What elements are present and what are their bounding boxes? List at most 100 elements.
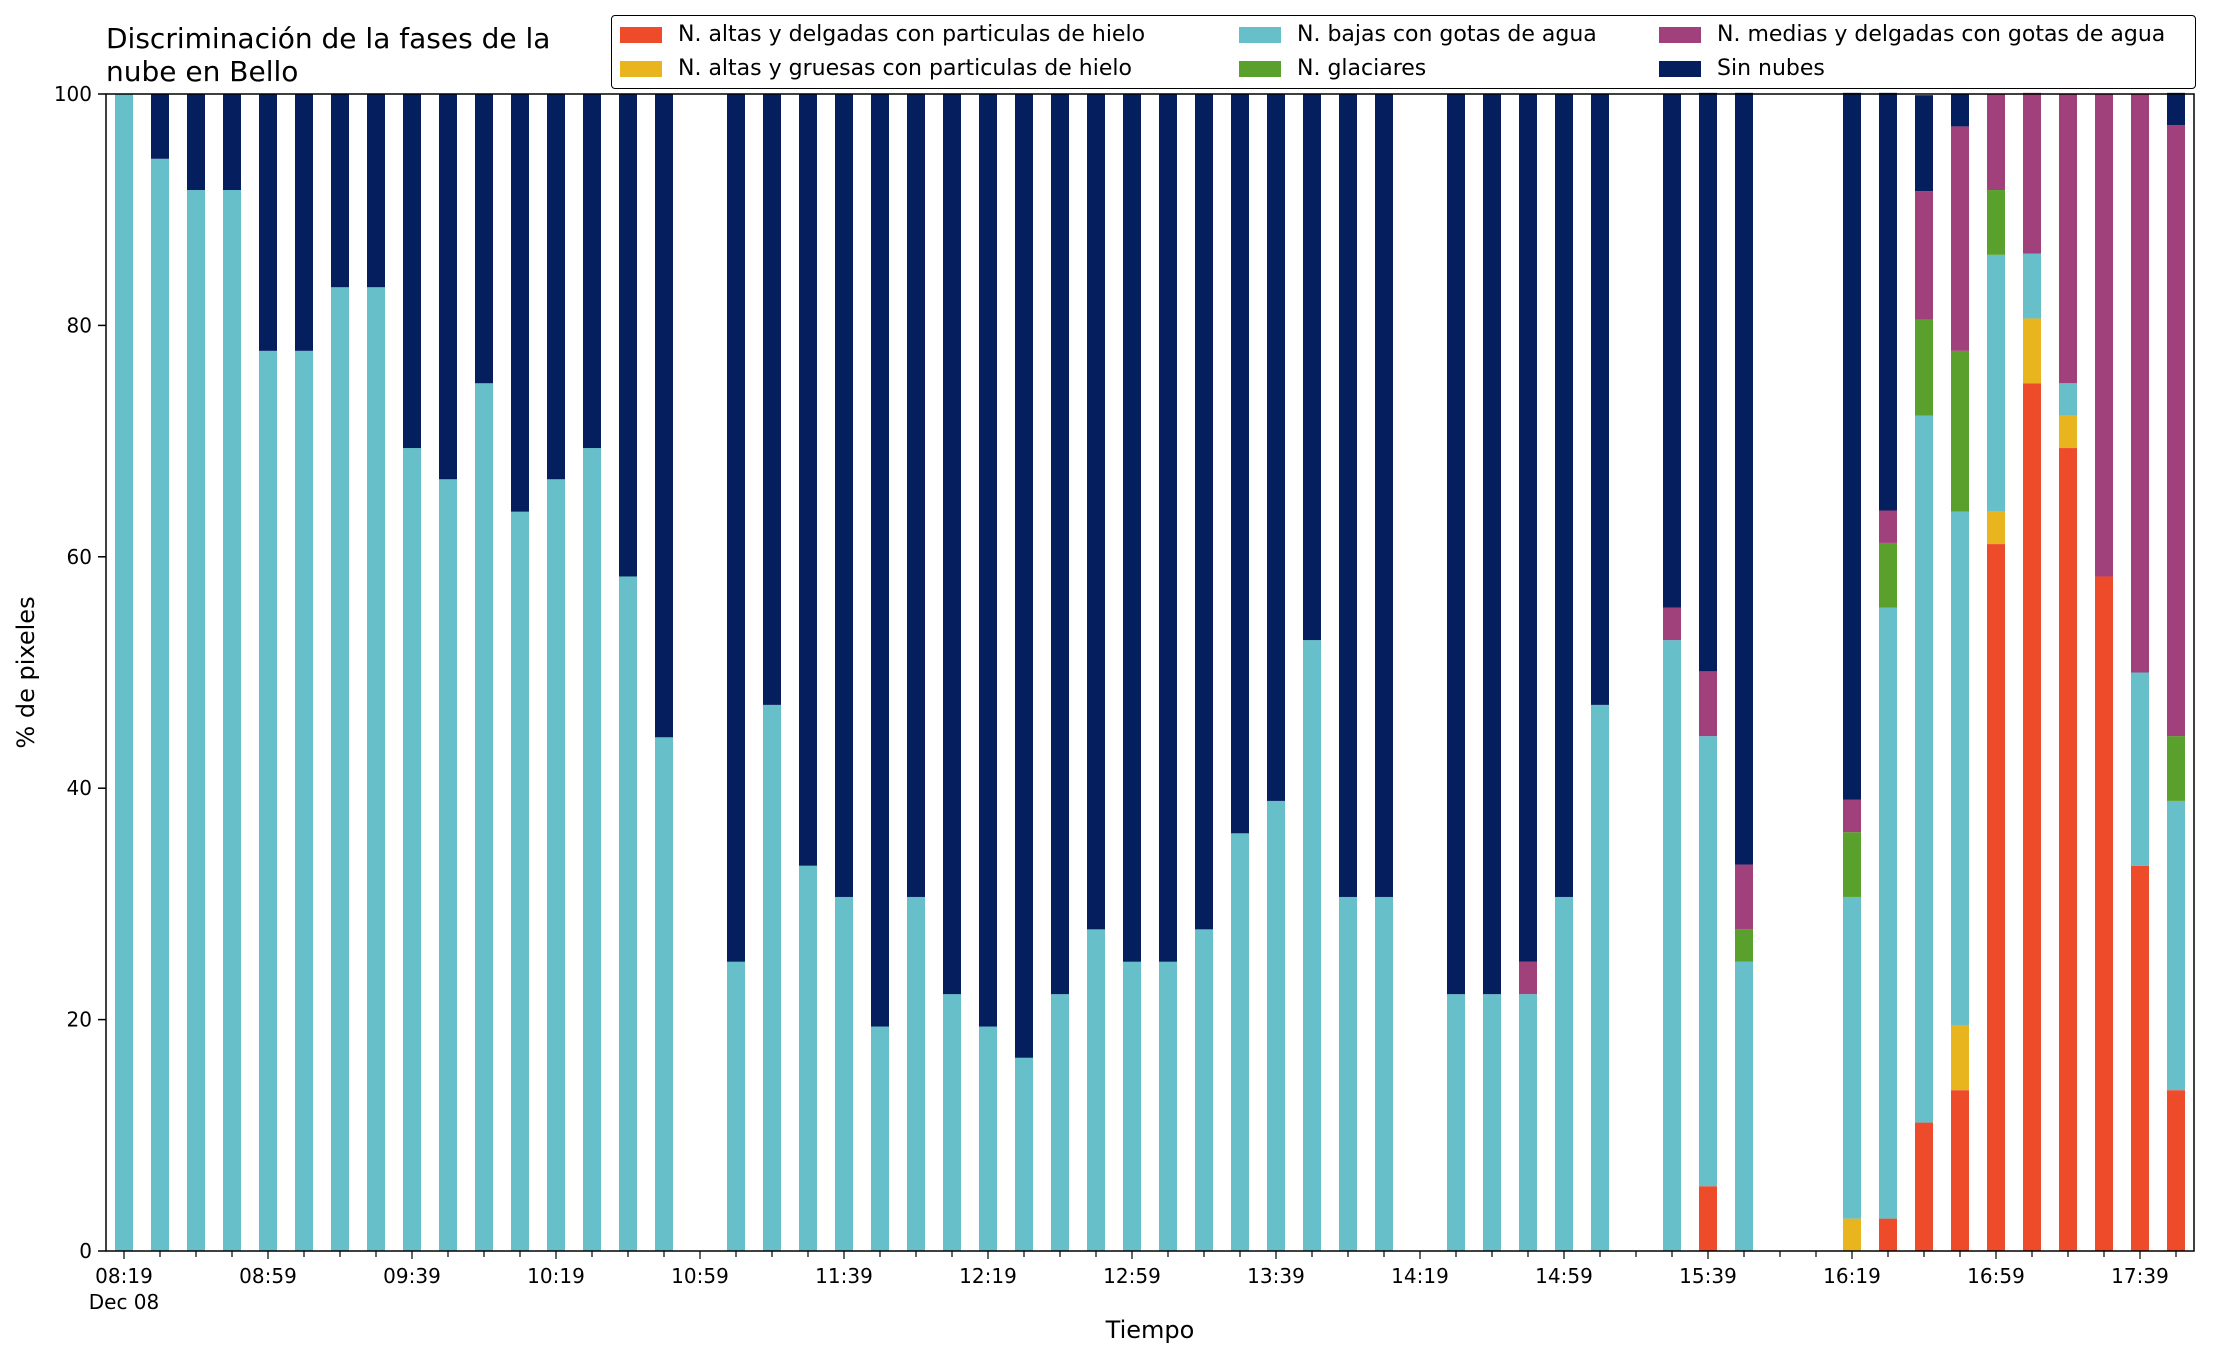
bar-segment-10:49-s2 xyxy=(655,737,673,1251)
bar-segment-15:09-s2 xyxy=(1591,704,1609,1251)
bar-segment-11:29-s2 xyxy=(799,865,817,1251)
x-tick-label-1019: 10:19 xyxy=(527,1264,585,1288)
bar-segment-14:29-s5 xyxy=(1447,94,1465,995)
y-tick-label-60: 60 xyxy=(67,545,92,569)
x-tick-label-1219: 12:19 xyxy=(959,1264,1017,1288)
bar-segment-08:59-s2 xyxy=(259,350,277,1252)
bar-segment-08:19-s2 xyxy=(115,94,133,1251)
axes-layer: 0 20 40 60 80 100 08:19 08:59 09:39 10:19 10:59 11:… xyxy=(12,82,2195,1344)
bar-segment-08:29-s2 xyxy=(151,158,169,1251)
legend-label-5: Sin nubes xyxy=(1717,56,1825,81)
bar-segment-15:49-s2 xyxy=(1735,961,1753,1251)
bar-segment-13:39-s2 xyxy=(1267,800,1285,1251)
y-tick-label-40: 40 xyxy=(67,776,92,800)
bar-segment-16:19-s3 xyxy=(1843,832,1861,897)
x-tick-label-0819: 08:19 xyxy=(95,1264,153,1288)
bar-segment-10:29-s5 xyxy=(583,94,601,449)
bar-segment-11:59-s2 xyxy=(907,896,925,1251)
legend-item-4: N. medias y delgadas con gotas de agua xyxy=(1659,22,2165,47)
bar-segment-17:09-s2 xyxy=(2023,253,2041,319)
bar-segment-09:39-s2 xyxy=(403,448,421,1251)
bar-segment-14:49-s2 xyxy=(1519,994,1537,1251)
bar-segment-11:09-s2 xyxy=(727,961,745,1251)
bar-segment-15:49-s4 xyxy=(1735,864,1753,930)
bar-segment-10:19-s5 xyxy=(547,94,565,480)
legend-label-1: N. altas y gruesas con particulas de hie… xyxy=(678,56,1132,81)
bar-segment-14:09-s2 xyxy=(1375,896,1393,1251)
bar-segment-17:09-s1 xyxy=(2023,318,2041,384)
y-tick-label-0: 0 xyxy=(79,1239,92,1263)
legend-swatch-3 xyxy=(1239,60,1281,77)
bar-segment-16:49-s5 xyxy=(1951,94,1969,127)
bar-segment-08:39-s2 xyxy=(187,190,205,1251)
bar-segment-13:09-s5 xyxy=(1159,94,1177,962)
bar-segment-16:39-s5 xyxy=(1915,95,1933,192)
bar-segment-13:49-s5 xyxy=(1303,94,1321,641)
bar-segment-15:39-s0 xyxy=(1699,1186,1717,1251)
bar-segment-10:39-s5 xyxy=(619,94,637,577)
bar-segment-15:49-s3 xyxy=(1735,929,1753,962)
bar-segment-10:09-s5 xyxy=(511,94,529,512)
legend: N. altas y delgadas con particulas de hi… xyxy=(611,15,2196,89)
bar-segment-16:49-s1 xyxy=(1951,1025,1969,1091)
bar-segment-17:09-s0 xyxy=(2023,383,2041,1251)
bar-segment-12:19-s5 xyxy=(979,94,997,1027)
bar-segment-10:29-s2 xyxy=(583,448,601,1251)
bar-segment-12:59-s5 xyxy=(1123,94,1141,962)
bar-segment-17:49-s4 xyxy=(2167,125,2185,737)
legend-swatch-1 xyxy=(620,60,662,77)
x-tick-label-1139: 11:39 xyxy=(815,1264,873,1288)
bar-segment-12:49-s2 xyxy=(1087,929,1105,1251)
bar-segment-13:59-s2 xyxy=(1339,896,1357,1251)
bar-segment-15:29-s2 xyxy=(1663,640,1681,1251)
bar-segment-17:09-s4 xyxy=(2023,92,2041,254)
chart-title: Discriminación de la fases de la nube en… xyxy=(106,22,551,88)
bar-segment-10:39-s2 xyxy=(619,576,637,1251)
bar-segment-16:49-s0 xyxy=(1951,1090,1969,1251)
y-axis-label: % de pixeles xyxy=(12,596,40,748)
legend-swatch-2 xyxy=(1239,26,1281,43)
x-tick-label-1259: 12:59 xyxy=(1103,1264,1161,1288)
x-tick-label-0859: 08:59 xyxy=(239,1264,297,1288)
x-date-label: Dec 08 xyxy=(89,1290,160,1314)
bar-segment-16:29-s4 xyxy=(1879,510,1897,543)
bar-segment-14:39-s5 xyxy=(1483,94,1501,995)
bars-layer xyxy=(115,92,2185,1252)
bar-segment-17:29-s4 xyxy=(2095,94,2113,577)
bar-segment-09:59-s5 xyxy=(475,94,493,384)
bar-segment-08:29-s5 xyxy=(151,94,169,159)
x-tick-label-1659: 16:59 xyxy=(1967,1264,2025,1288)
bar-segment-11:19-s5 xyxy=(763,94,781,705)
bar-segment-16:39-s0 xyxy=(1915,1122,1933,1251)
bar-segment-09:39-s5 xyxy=(403,94,421,449)
bar-segment-14:49-s4 xyxy=(1519,961,1537,995)
bar-segment-11:39-s2 xyxy=(835,896,853,1251)
bar-segment-16:19-s4 xyxy=(1843,799,1861,833)
bar-segment-11:49-s5 xyxy=(871,94,889,1027)
x-axis-label: Tiempo xyxy=(1105,1316,1195,1344)
legend-label-3: N. glaciares xyxy=(1297,56,1427,81)
legend-label-0: N. altas y delgadas con particulas de hi… xyxy=(678,22,1146,47)
bar-segment-09:19-s5 xyxy=(331,94,349,288)
bar-segment-13:29-s5 xyxy=(1231,94,1249,834)
y-tick-label-100: 100 xyxy=(54,82,92,106)
x-tick-label-1419: 14:19 xyxy=(1391,1264,1449,1288)
bar-segment-16:39-s2 xyxy=(1915,415,1933,1123)
bar-segment-17:49-s0 xyxy=(2167,1090,2185,1251)
bar-segment-09:29-s2 xyxy=(367,287,385,1252)
bar-segment-14:29-s2 xyxy=(1447,994,1465,1251)
bar-segment-08:39-s5 xyxy=(187,94,205,191)
legend-swatch-4 xyxy=(1659,26,1701,43)
legend-item-2: N. bajas con gotas de agua xyxy=(1239,22,1597,47)
x-tick-label-0939: 09:39 xyxy=(383,1264,441,1288)
bar-segment-15:49-s5 xyxy=(1735,92,1753,865)
bar-segment-16:29-s2 xyxy=(1879,607,1897,1219)
bar-segment-12:39-s5 xyxy=(1051,94,1069,995)
bar-segment-15:39-s2 xyxy=(1699,736,1717,1187)
bar-segment-17:19-s2 xyxy=(2059,383,2077,416)
bar-segment-17:39-s0 xyxy=(2131,865,2149,1251)
bar-segment-11:29-s5 xyxy=(799,94,817,866)
bar-segment-12:19-s2 xyxy=(979,1026,997,1251)
bar-segment-09:09-s2 xyxy=(295,350,313,1252)
